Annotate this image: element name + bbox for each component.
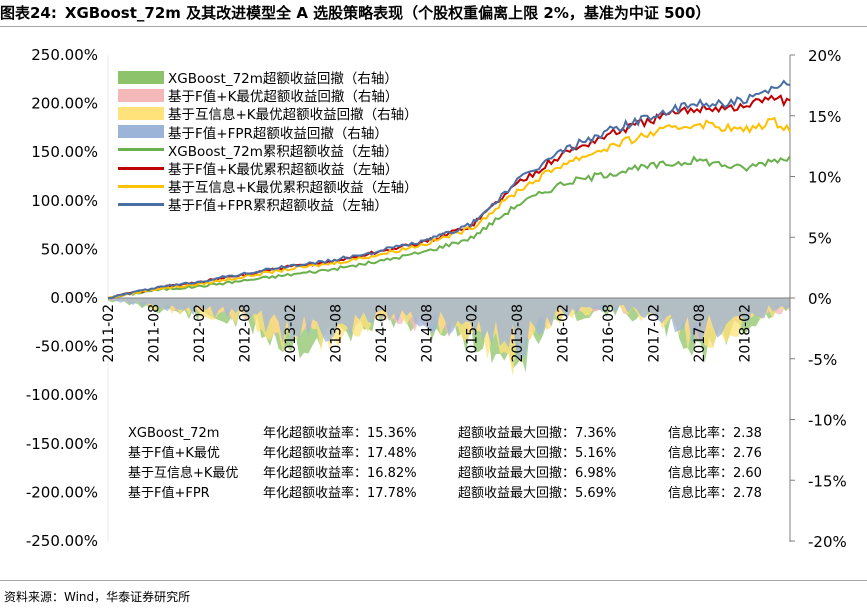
max-drawdown: 超额收益最大回撤：7.36% [458, 426, 617, 441]
legend-area-swatch [118, 125, 164, 139]
annual-excess-return: 年化超额收益率：15.36% [263, 426, 417, 441]
legend-area-swatch [118, 70, 164, 84]
legend-item: XGBoost_72m超额收益回撤（右轴） [118, 68, 418, 88]
figure-number: 图表24: [0, 4, 57, 22]
left-tick-label: 150.00% [31, 143, 98, 161]
right-tick-label: 15% [808, 108, 841, 126]
legend-item: 基于互信息+K最优超额收益回撤（右轴） [118, 104, 418, 124]
x-tick-label: 2014-02 [374, 304, 390, 363]
left-tick-label: -150.00% [26, 435, 98, 453]
x-tick-label: 2016-08 [601, 304, 617, 363]
left-tick-label: 50.00% [41, 240, 98, 258]
legend-line-swatch [118, 202, 164, 206]
max-drawdown: 超额收益最大回撤：5.16% [458, 446, 617, 461]
drawdown-areas [108, 298, 790, 377]
stats-row: XGBoost_72m 年化超额收益率：15.36% 超额收益最大回撤：7.36% 信… [128, 424, 788, 444]
annual-excess-return: 年化超额收益率：17.48% [263, 446, 417, 461]
x-tick-label: 2014-08 [419, 304, 435, 363]
footer-divider [0, 580, 867, 581]
right-tick-label: 0% [808, 290, 832, 308]
x-tick-label: 2011-08 [146, 304, 162, 363]
left-tick-label: -100.00% [26, 386, 98, 404]
model-name: 基于F值+FPR [128, 486, 210, 501]
legend-label: XGBoost_72m超额收益回撤（右轴） [168, 71, 398, 88]
cumulative-lines [107, 79, 791, 300]
figure-title: XGBoost_72m 及其改进模型全 A 选股策略表现（个股权重偏离上限 2%… [64, 4, 711, 22]
x-tick-label: 2015-02 [465, 304, 481, 363]
x-tick-label: 2016-02 [556, 304, 572, 363]
left-tick-label: -200.00% [26, 483, 98, 501]
title-divider [0, 26, 867, 27]
source-note: 资料来源：Wind，华泰证券研究所 [4, 590, 191, 604]
legend-item: 基于F值+FPR累积超额收益（左轴） [118, 195, 418, 215]
legend-label: 基于F值+K最优累积超额收益（左轴） [168, 162, 399, 179]
tick-labels: 250.00% 200.00% 150.00% 100.00% 50.00% 0.00% -… [26, 46, 847, 551]
right-tick-label: -20% [808, 533, 847, 551]
left-tick-label: 200.00% [31, 95, 98, 113]
model-name: 基于互信息+K最优 [128, 466, 239, 481]
right-tick-label: -10% [808, 412, 847, 430]
left-tick-label: 0.00% [50, 289, 98, 307]
x-tick-label: 2013-02 [283, 304, 299, 363]
cumulative-line-1 [107, 94, 791, 300]
x-tick-label: 2011-02 [101, 304, 117, 363]
model-name: 基于F值+K最优 [128, 446, 220, 461]
legend-item: 基于互信息+K最优累积超额收益（左轴） [118, 177, 418, 197]
x-tick-label: 2017-08 [692, 304, 708, 363]
x-tick-label: 2018-02 [738, 304, 754, 363]
right-tick-label: 20% [808, 47, 841, 65]
right-tick-label: -15% [808, 472, 847, 490]
information-ratio: 信息比率：2.38 [668, 426, 762, 441]
legend-line-swatch [118, 184, 164, 188]
legend-label: XGBoost_72m累积超额收益（左轴） [168, 143, 398, 160]
information-ratio: 信息比率：2.60 [668, 466, 762, 481]
x-tick-label: 2015-08 [510, 304, 526, 363]
x-tick-label: 2017-02 [647, 304, 663, 363]
x-tick-label: 2013-08 [328, 304, 344, 363]
left-tick-label: 100.00% [31, 192, 98, 210]
legend-label: 基于F值+FPR累积超额收益（左轴） [168, 198, 388, 215]
chart-canvas: 250.00% 200.00% 150.00% 100.00% 50.00% 0.00% -… [26, 46, 847, 551]
legend-item: XGBoost_72m累积超额收益（左轴） [118, 141, 418, 160]
legend-label: 基于互信息+K最优超额收益回撤（右轴） [168, 107, 418, 124]
chart-title: 图表24: XGBoost_72m 及其改进模型全 A 选股策略表现（个股权重偏离… [0, 0, 867, 30]
information-ratio: 信息比率：2.78 [668, 486, 762, 501]
model-name: XGBoost_72m [128, 426, 220, 441]
stats-row: 基于互信息+K最优 年化超额收益率：16.82% 超额收益最大回撤：6.98% 信息比… [128, 464, 788, 484]
legend-label: 基于F值+FPR超额收益回撤（右轴） [168, 125, 388, 142]
legend-item: 基于F值+K最优累积超额收益（左轴） [118, 159, 418, 179]
legend-area-swatch [118, 106, 164, 120]
drawdown-area-3 [108, 298, 790, 360]
legend-item: 基于F值+FPR超额收益回撤（右轴） [118, 123, 418, 142]
cumulative-line-2 [107, 116, 791, 300]
right-tick-label: 10% [808, 169, 841, 187]
x-tick-label: 2012-08 [237, 304, 253, 363]
stats-row: 基于F值+FPR 年化超额收益率：17.78% 超额收益最大回撤：5.69% 信息比率… [128, 484, 788, 504]
legend-item: 基于F值+K最优超额收益回撤（右轴） [118, 86, 418, 106]
cumulative-line-0 [107, 155, 791, 300]
legend-line-swatch [118, 166, 164, 170]
cumulative-line-3 [107, 79, 791, 300]
max-drawdown: 超额收益最大回撤：6.98% [458, 466, 617, 481]
x-tick-label: 2012-02 [192, 304, 208, 363]
right-tick-label: 5% [808, 229, 832, 247]
legend-area-swatch [118, 88, 164, 102]
legend-label: 基于互信息+K最优累积超额收益（左轴） [168, 180, 418, 197]
information-ratio: 信息比率：2.76 [668, 446, 762, 461]
right-tick-label: -5% [808, 351, 837, 369]
chart-legend: XGBoost_72m超额收益回撤（右轴） 基于F值+K最优超额收益回撤（右轴）基… [118, 68, 418, 214]
legend-label: 基于F值+K最优超额收益回撤（右轴） [168, 89, 399, 106]
legend-line-swatch [118, 148, 164, 152]
stats-table: XGBoost_72m 年化超额收益率：15.36% 超额收益最大回撤：7.36% 信… [128, 424, 788, 504]
max-drawdown: 超额收益最大回撤：5.69% [458, 486, 617, 501]
stats-row: 基于F值+K最优 年化超额收益率：17.48% 超额收益最大回撤：5.16% 信息比率… [128, 444, 788, 464]
left-tick-label: -50.00% [35, 338, 98, 356]
annual-excess-return: 年化超额收益率：17.78% [263, 486, 417, 501]
left-tick-label: -250.00% [26, 532, 98, 550]
left-tick-label: 250.00% [31, 46, 98, 64]
annual-excess-return: 年化超额收益率：16.82% [263, 466, 417, 481]
